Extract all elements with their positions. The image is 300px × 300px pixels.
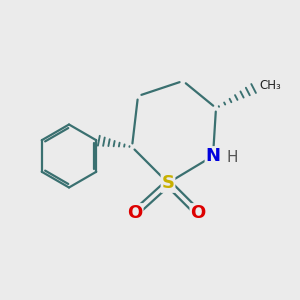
Text: O: O — [128, 204, 142, 222]
Text: H: H — [227, 150, 238, 165]
Text: CH₃: CH₃ — [259, 79, 281, 92]
Text: O: O — [190, 204, 206, 222]
Text: N: N — [206, 147, 220, 165]
Text: S: S — [161, 174, 175, 192]
